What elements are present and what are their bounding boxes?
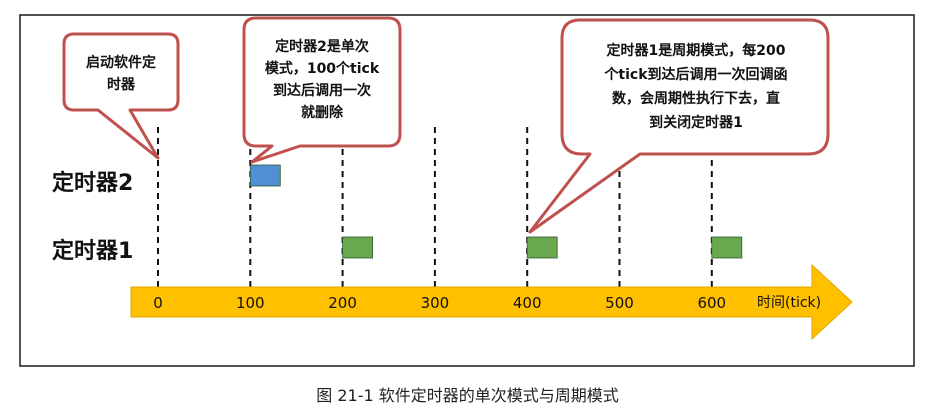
callout-start-line-1: 启动软件定 (86, 54, 156, 71)
tick-label-0: 0 (153, 294, 163, 312)
time-axis-arrow (130, 263, 853, 341)
tick-label-300: 300 (421, 294, 450, 312)
callout-timer2-bubble (242, 16, 402, 164)
timer2-blocks (249, 164, 281, 187)
callout-timer1-line-4: 到关闭定时器1 (649, 114, 743, 131)
callout-timer2-line-2: 模式，100个tick (265, 60, 380, 77)
callout-start-bubble (62, 32, 180, 160)
callout-timer2-line-3: 到达后调用一次 (273, 82, 371, 99)
figure-caption: 图 21-1 软件定时器的单次模式与周期模式 (316, 386, 619, 405)
timer1-blocks (342, 236, 743, 259)
tick-label-200: 200 (328, 294, 357, 312)
axis-label: 时间(tick) (757, 295, 821, 311)
row-label-timer2: 定时器2 (52, 170, 133, 196)
tick-label-100: 100 (236, 294, 265, 312)
callout-start: 启动软件定 时器 (62, 32, 180, 160)
callout-timer1-bubble (528, 18, 830, 234)
axis-tick-labels: 0 100 200 300 400 500 600 (153, 294, 726, 312)
timer2-block-100 (249, 164, 281, 187)
callout-timer2: 定时器2是单次 模式，100个tick 到达后调用一次 就删除 (242, 16, 402, 164)
callout-start-line-2: 时器 (107, 76, 136, 93)
callout-timer2-line-1: 定时器2是单次 (275, 38, 369, 55)
tick-label-600: 600 (697, 294, 726, 312)
timer1-block-400 (526, 236, 558, 259)
callout-timer1-line-2: 个tick到达后调用一次回调函 (603, 66, 787, 83)
callout-timer1: 定时器1是周期模式，每200 个tick到达后调用一次回调函 数，会周期性执行下… (528, 18, 830, 234)
timer1-block-200 (342, 236, 374, 259)
tick-label-400: 400 (513, 294, 542, 312)
callout-timer2-line-4: 就删除 (301, 104, 344, 121)
callout-timer1-line-3: 数，会周期性执行下去，直 (612, 90, 780, 107)
tick-label-500: 500 (605, 294, 634, 312)
tick-guidelines (157, 127, 713, 288)
timer1-block-600 (711, 236, 743, 259)
callout-timer1-line-1: 定时器1是周期模式，每200 (607, 42, 786, 59)
row-label-timer1: 定时器1 (52, 238, 133, 264)
